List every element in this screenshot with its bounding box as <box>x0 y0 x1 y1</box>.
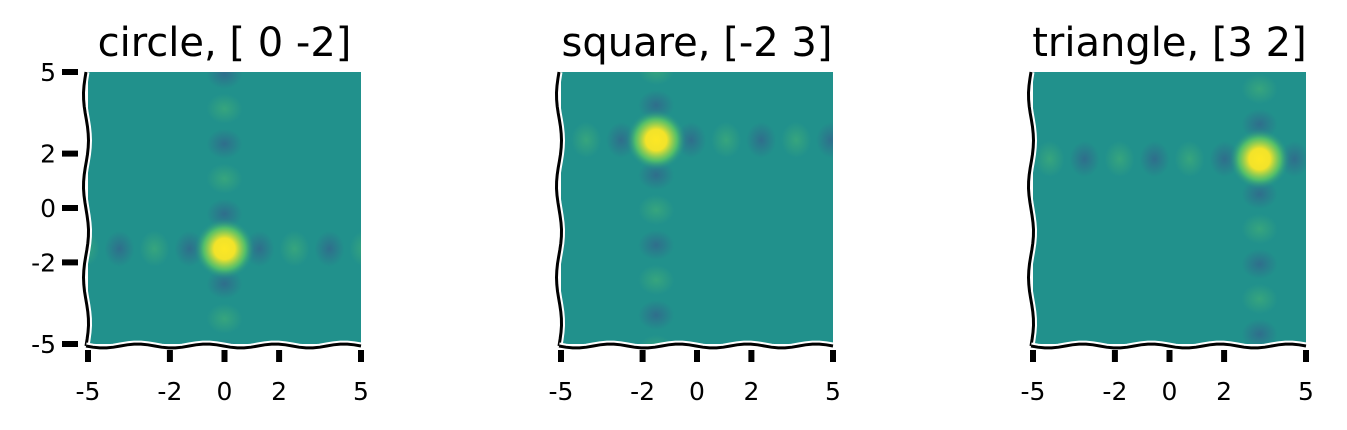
left-spine <box>81 71 91 347</box>
x-tick-label: -2 <box>630 377 655 406</box>
heatmap-image <box>561 72 833 344</box>
bottom-spine <box>85 342 362 350</box>
heatmap-panel-3: triangle, [3 2] -5 -2 0 2 5 <box>1021 20 1314 406</box>
chart-title: circle, [ 0 -2] <box>98 20 352 66</box>
chart-title: triangle, [3 2] <box>1032 20 1306 66</box>
x-tick-label: -2 <box>1102 377 1127 406</box>
x-tick-label: 2 <box>271 377 287 406</box>
heatmap-peak <box>1229 129 1290 190</box>
heatmap-peak <box>626 110 687 170</box>
bottom-spine <box>1030 342 1307 350</box>
heatmap-panel-2: square, [-2 3] -5 -2 0 2 5 <box>549 20 841 406</box>
y-tick-label: -2 <box>31 248 56 277</box>
chart-title: square, [-2 3] <box>562 20 833 66</box>
x-tick-label: -5 <box>76 377 101 406</box>
x-tick-label: 5 <box>1298 377 1314 406</box>
heatmap-panel-1: circle, [ 0 -2] -5 -2 0 2 5 -5 -2 0 2 5 <box>31 20 369 406</box>
y-tick-label: 2 <box>40 140 56 169</box>
x-tick-label: 0 <box>689 377 705 406</box>
heatmap-peak <box>194 218 255 279</box>
x-tick-label: 0 <box>1162 377 1178 406</box>
left-spine <box>554 71 564 347</box>
heatmap-image <box>88 72 361 344</box>
x-tick-label: -2 <box>157 377 182 406</box>
left-spine <box>1026 71 1036 347</box>
bottom-spine <box>558 342 834 350</box>
y-tick-label: -5 <box>31 330 56 359</box>
x-tick-label: 0 <box>217 377 233 406</box>
y-tick-label: 0 <box>40 194 56 223</box>
heatmap-image <box>1033 72 1306 344</box>
x-tick-label: -5 <box>1021 377 1046 406</box>
x-tick-label: 5 <box>825 377 841 406</box>
x-tick-label: 5 <box>353 377 369 406</box>
x-tick-label: -5 <box>549 377 574 406</box>
x-tick-label: 2 <box>1216 377 1232 406</box>
x-tick-label: 2 <box>743 377 759 406</box>
y-tick-label: 5 <box>40 58 56 87</box>
